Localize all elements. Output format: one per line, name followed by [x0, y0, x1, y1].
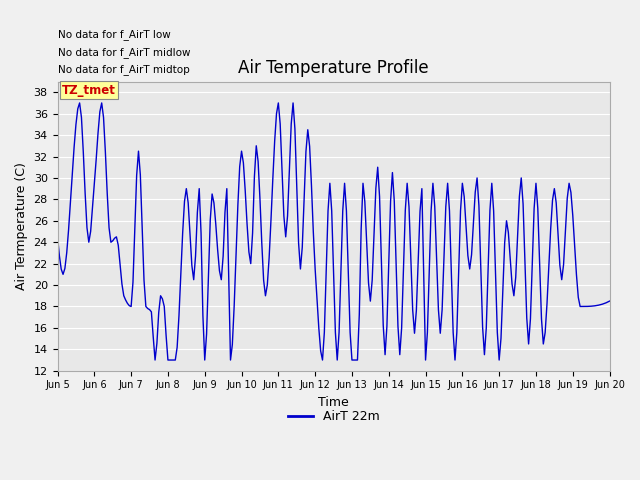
Text: No data for f_AirT low: No data for f_AirT low: [58, 29, 170, 40]
Title: Air Temperature Profile: Air Temperature Profile: [238, 59, 429, 77]
X-axis label: Time: Time: [318, 396, 349, 409]
Legend: AirT 22m: AirT 22m: [283, 405, 385, 428]
Text: No data for f_AirT midtop: No data for f_AirT midtop: [58, 64, 189, 75]
Y-axis label: Air Termperature (C): Air Termperature (C): [15, 162, 28, 290]
Text: TZ_tmet: TZ_tmet: [62, 84, 116, 96]
Text: No data for f_AirT midlow: No data for f_AirT midlow: [58, 47, 190, 58]
